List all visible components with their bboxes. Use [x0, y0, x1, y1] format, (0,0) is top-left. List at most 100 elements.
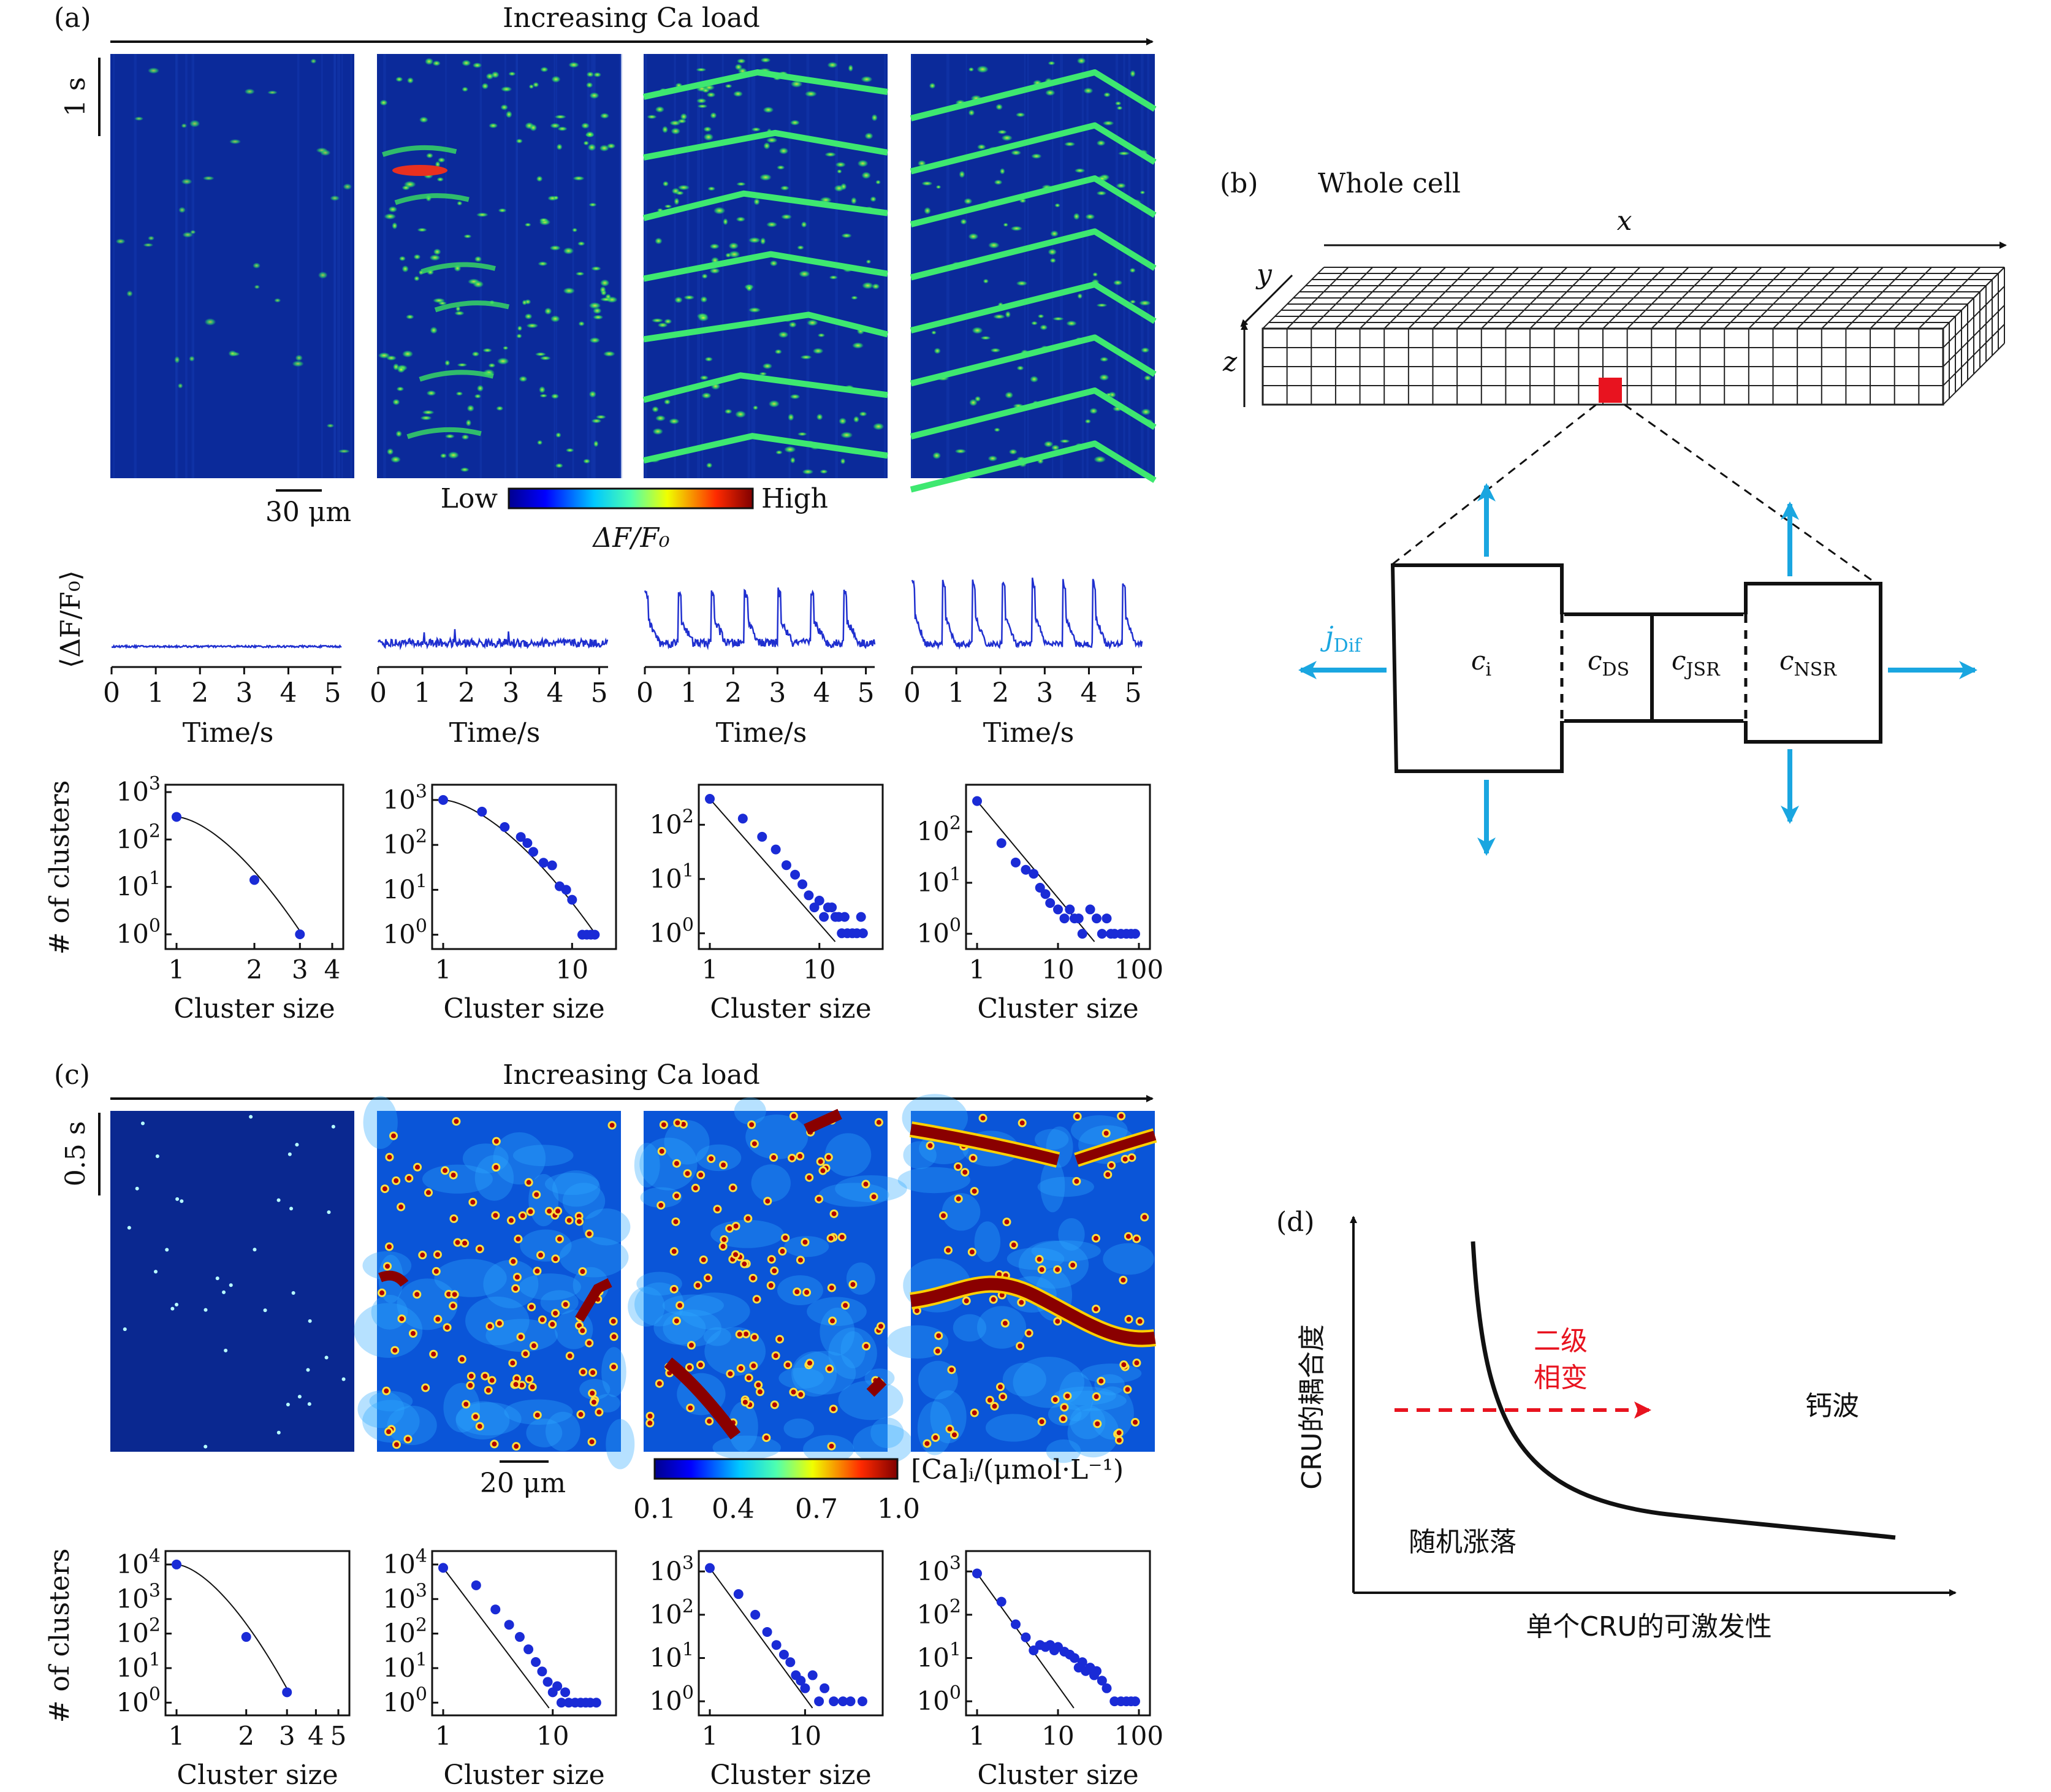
spark	[763, 142, 771, 150]
hist-point	[827, 902, 837, 913]
spark	[699, 375, 709, 381]
spark-core	[1105, 1172, 1111, 1177]
hist-point	[705, 794, 715, 804]
striation	[383, 54, 386, 478]
panel-d-label: (d)	[1276, 1207, 1315, 1238]
tick-exp: 3	[416, 781, 427, 803]
hist-fit-line	[709, 1568, 813, 1709]
spark-core	[991, 1297, 996, 1302]
spark	[709, 243, 720, 250]
spark	[669, 418, 680, 425]
spark	[462, 86, 468, 92]
hist-ytick-label: 100	[916, 1682, 961, 1716]
hist-point	[1077, 1657, 1087, 1668]
hist-point	[561, 885, 571, 895]
halo	[1002, 1362, 1046, 1397]
spark-core	[528, 1209, 533, 1214]
spark-core	[945, 1248, 951, 1253]
spark-core	[820, 1168, 826, 1173]
ca-wave	[910, 334, 1157, 387]
simulation-images-c	[110, 1094, 1157, 1470]
tick-base: 10	[116, 1687, 148, 1717]
spark-core	[956, 1196, 961, 1202]
halo	[493, 1132, 546, 1185]
spark-core	[685, 1171, 690, 1176]
spark	[1096, 303, 1108, 307]
spark-core	[611, 1364, 617, 1370]
halo	[662, 1294, 724, 1316]
spark-core	[721, 1237, 727, 1242]
hist-xtick-label: 1	[435, 955, 452, 985]
spark-core	[493, 1165, 499, 1170]
halo	[783, 1418, 815, 1439]
spark	[746, 284, 753, 292]
hist-point	[839, 912, 850, 922]
hist-ytick-label: 103	[116, 1580, 161, 1614]
spark-core	[414, 1292, 420, 1297]
spark-core	[510, 1360, 516, 1366]
spark	[343, 183, 352, 190]
spark-core	[553, 1311, 558, 1316]
spark	[753, 198, 760, 205]
spark	[781, 214, 792, 220]
spark	[1049, 257, 1056, 264]
spark	[1043, 441, 1054, 448]
spark	[599, 286, 606, 294]
hist-point	[737, 814, 748, 824]
spark	[701, 273, 708, 279]
spark	[1031, 153, 1042, 159]
spark-core	[596, 1409, 602, 1415]
spark-core	[550, 1322, 555, 1327]
hist-ytick-label: 100	[116, 1683, 161, 1717]
tick-base: 10	[649, 918, 682, 948]
tick-base: 10	[916, 1686, 949, 1716]
striation	[911, 54, 913, 478]
spark	[506, 110, 512, 118]
spark	[588, 391, 596, 398]
spark	[680, 113, 688, 120]
spark	[445, 433, 455, 439]
hist-xtick-label: 1	[702, 1721, 718, 1751]
spark	[1094, 456, 1106, 463]
hist-xtick-label: 5	[330, 1721, 347, 1751]
spark	[577, 241, 585, 246]
spark	[254, 284, 260, 289]
spark	[964, 198, 973, 205]
grid-line	[1943, 286, 2005, 348]
striation	[1115, 54, 1119, 478]
spark	[426, 390, 436, 396]
spark	[840, 458, 846, 465]
tick-exp: 3	[416, 1580, 427, 1601]
halo	[1070, 1115, 1128, 1145]
spark-core	[727, 1226, 732, 1231]
tick-exp: 0	[682, 1682, 694, 1704]
tick-base: 10	[382, 785, 415, 815]
striation	[350, 54, 352, 478]
tick-base: 10	[916, 1642, 949, 1672]
spark	[802, 469, 814, 475]
spark-core	[155, 1154, 159, 1158]
spark-core	[523, 1351, 528, 1357]
spark	[994, 180, 1003, 185]
spark-core	[785, 1362, 791, 1368]
spark-core	[831, 1406, 836, 1412]
spark	[508, 71, 516, 76]
ca-wave	[642, 190, 888, 221]
spark	[841, 233, 852, 238]
spark-core	[253, 1248, 257, 1252]
spark	[1016, 365, 1024, 371]
hist-ytick-label: 102	[382, 1615, 427, 1649]
spark	[473, 280, 484, 288]
spark	[994, 427, 1000, 432]
hist-point	[797, 879, 808, 890]
spark	[704, 357, 713, 362]
spark-core	[797, 1257, 803, 1263]
trace-tick-label: 1	[680, 677, 698, 709]
spark-core	[780, 1249, 785, 1254]
halo	[397, 1278, 458, 1330]
halo	[897, 1167, 970, 1194]
colorbar-a	[508, 487, 754, 509]
spark-core	[1134, 1360, 1140, 1366]
hist-fit-line	[443, 799, 596, 936]
spark	[379, 99, 388, 106]
